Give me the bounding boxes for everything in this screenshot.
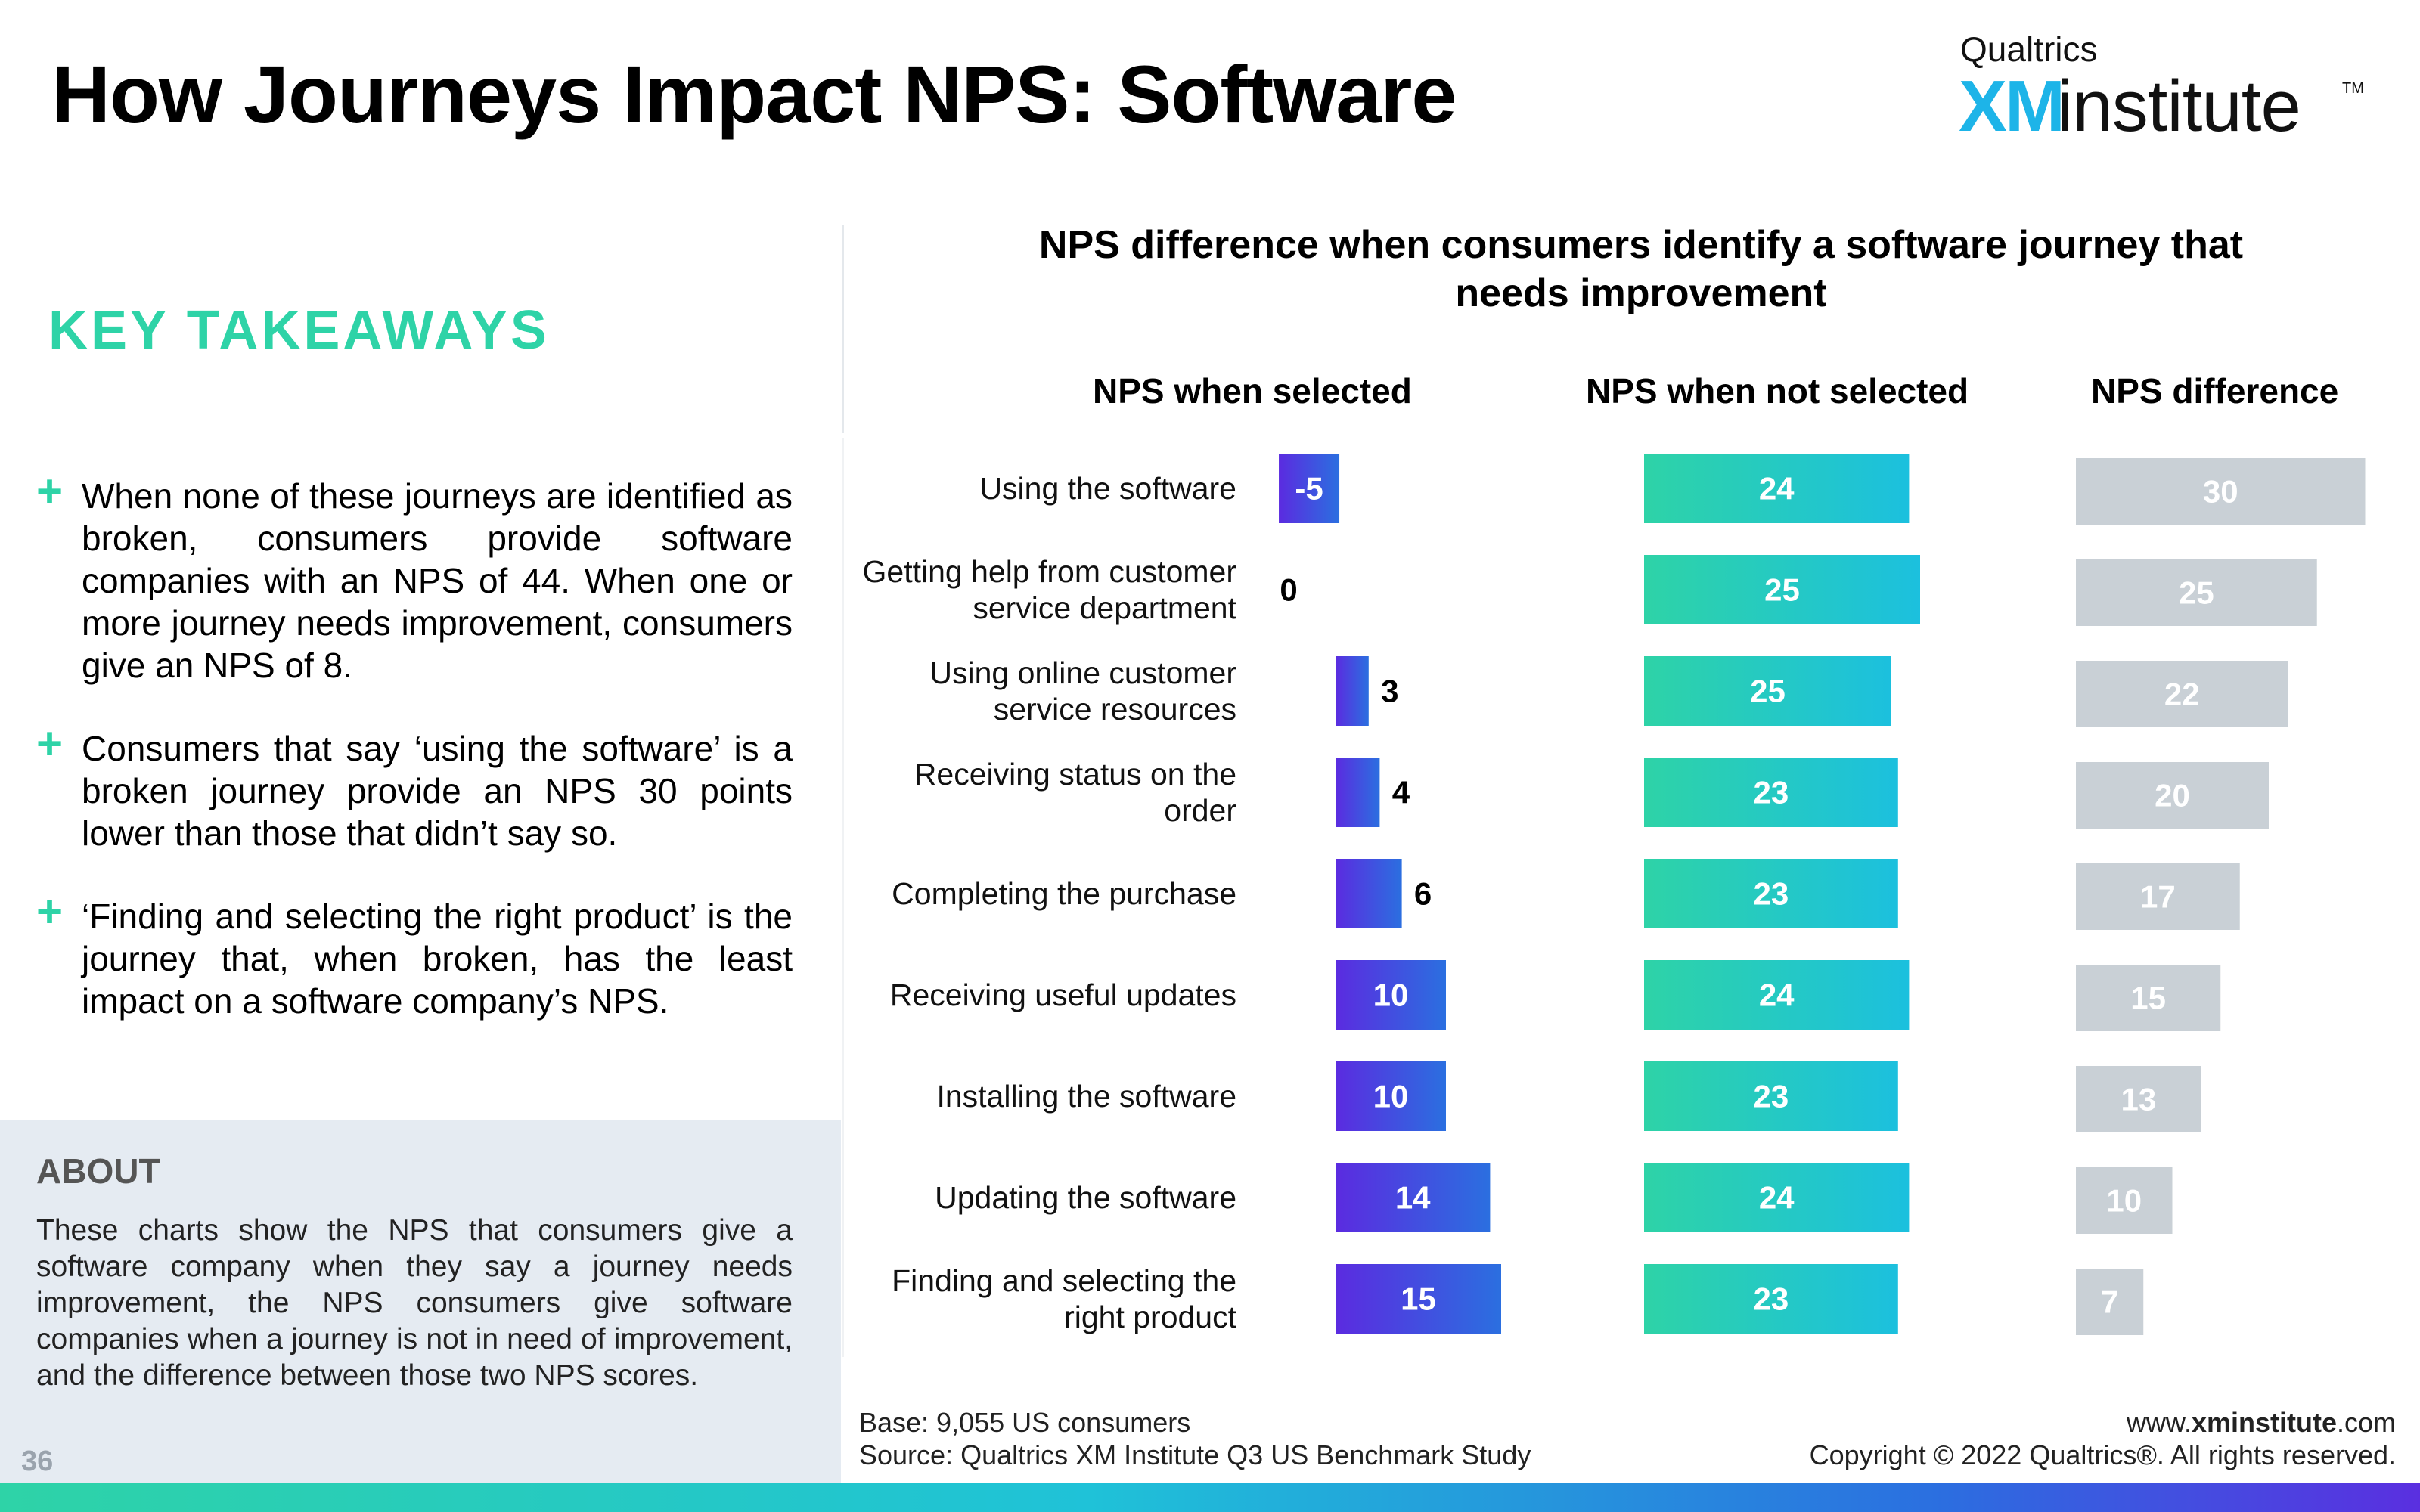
value-label-selected: 6: [1414, 876, 1432, 912]
bar-not-selected: [1644, 960, 1910, 1030]
bar-difference: [2076, 965, 2221, 1031]
value-label-difference: 30: [2203, 474, 2238, 510]
value-label-difference: 13: [2121, 1082, 2157, 1117]
page-title: How Journeys Impact NPS: Software: [51, 48, 1457, 140]
bar-selected: [1336, 758, 1380, 827]
website-link[interactable]: www.xminstitute.com: [1810, 1406, 2396, 1439]
page-number: 36: [21, 1445, 54, 1477]
about-heading: ABOUT: [36, 1151, 160, 1191]
xm-institute-logo: Qualtrics XM institute TM: [1959, 29, 2369, 147]
bar-selected: [1336, 1264, 1501, 1334]
row-label: Receiving useful updates: [889, 978, 1236, 1012]
value-label-selected: 10: [1373, 978, 1409, 1013]
footer-right: www.xminstitute.com Copyright © 2022 Qua…: [1810, 1406, 2396, 1471]
bar-difference: [2076, 1066, 2201, 1132]
chart-title: NPS difference when consumers identify a…: [1038, 223, 2244, 315]
row-label: Getting help from customer service depart…: [862, 554, 1236, 625]
value-label-selected: 4: [1392, 775, 1410, 810]
panel-divider-lower: [842, 438, 844, 1357]
value-label-difference: 17: [2140, 879, 2176, 915]
source-note: Source: Qualtrics XM Institute Q3 US Ben…: [859, 1439, 1531, 1470]
plus-icon: +: [36, 718, 64, 769]
row-label: Completing the purchase: [892, 876, 1236, 911]
bar-not-selected: [1644, 859, 1898, 928]
row-label: Using the software: [979, 471, 1236, 506]
row-label: Receiving status on the order: [914, 757, 1236, 828]
bar-not-selected: [1644, 1061, 1898, 1131]
value-label-not-selected: 24: [1759, 978, 1795, 1013]
takeaway-item: + Consumers that say ‘using the software…: [36, 721, 793, 854]
value-label-selected: 10: [1373, 1079, 1409, 1114]
value-label-not-selected: 23: [1754, 775, 1789, 810]
bar-selected: [1336, 1163, 1491, 1232]
key-takeaways-heading: KEY TAKEAWAYS: [48, 300, 550, 361]
logo-xm-text: XM: [1959, 66, 2065, 147]
takeaway-item: + When none of these journeys are identi…: [36, 469, 793, 686]
plus-icon: +: [36, 466, 64, 516]
value-label-difference: 20: [2155, 778, 2190, 813]
plus-icon: +: [36, 886, 64, 937]
value-label-selected: 0: [1280, 572, 1297, 608]
bar-not-selected: [1644, 454, 1910, 523]
row-label: Installing the software: [936, 1079, 1236, 1114]
website-prefix: www.: [2126, 1407, 2192, 1438]
bar-difference: [2076, 1269, 2144, 1335]
bar-difference: [2076, 863, 2240, 930]
bar-not-selected: [1644, 758, 1898, 827]
footer-left: Base: 9,055 US consumers Source: Qualtri…: [859, 1406, 1531, 1471]
value-label-not-selected: 25: [1750, 674, 1786, 709]
bar-selected: [1336, 859, 1402, 928]
bottom-accent-bar: [0, 1483, 2420, 1512]
takeaway-text: Consumers that say ‘using the software’ …: [82, 729, 793, 853]
logo-qualtrics-text: Qualtrics: [1960, 29, 2098, 69]
value-label-difference: 10: [2106, 1183, 2142, 1219]
bar-difference: [2076, 458, 2366, 525]
value-label-selected: 15: [1401, 1281, 1436, 1317]
value-label-selected: -5: [1295, 471, 1323, 507]
bar-not-selected: [1644, 1264, 1898, 1334]
bar-not-selected: [1644, 555, 1920, 624]
bar-difference: [2076, 1167, 2173, 1234]
value-label-not-selected: 23: [1754, 1281, 1789, 1317]
value-label-difference: 25: [2179, 575, 2214, 611]
value-label-difference: 22: [2164, 677, 2200, 712]
panel-divider: [842, 225, 844, 433]
value-label-difference: 15: [2130, 981, 2166, 1016]
base-note: Base: 9,055 US consumers: [859, 1407, 1191, 1438]
row-label: Finding and selecting the right product: [892, 1263, 1236, 1334]
value-label-selected: 14: [1395, 1180, 1431, 1216]
bar-difference: [2076, 661, 2288, 727]
row-label: Updating the software: [935, 1180, 1236, 1215]
col-header-selected: NPS when selected: [1093, 371, 1412, 411]
takeaway-text: ‘Finding and selecting the right product…: [82, 897, 793, 1021]
website-domain: xminstitute: [2191, 1407, 2337, 1438]
about-panel: [0, 1120, 841, 1483]
bar-difference: [2076, 762, 2269, 829]
value-label-not-selected: 25: [1764, 572, 1800, 608]
value-label-selected: 3: [1381, 674, 1398, 709]
bar-difference: [2076, 559, 2317, 626]
logo-institute-text: institute: [2057, 66, 2301, 147]
takeaway-text: When none of these journeys are identifi…: [82, 476, 793, 685]
row-label: Using online customer service resources: [929, 655, 1236, 727]
takeaway-item: + ‘Finding and selecting the right produ…: [36, 889, 793, 1022]
website-suffix: .com: [2336, 1407, 2396, 1438]
bar-not-selected: [1644, 656, 1891, 726]
bar-selected: [1279, 454, 1340, 523]
col-header-difference: NPS difference: [2091, 371, 2339, 411]
value-label-difference: 7: [2101, 1284, 2118, 1320]
about-text: These charts show the NPS that consumers…: [36, 1214, 793, 1392]
value-label-not-selected: 23: [1754, 876, 1789, 912]
bar-selected: [1336, 1061, 1446, 1131]
col-header-not-selected: NPS when not selected: [1586, 371, 1969, 411]
bar-not-selected: [1644, 1163, 1910, 1232]
copyright-note: Copyright © 2022 Qualtrics®. All rights …: [1809, 1439, 2396, 1470]
value-label-not-selected: 24: [1759, 1180, 1795, 1216]
logo-tm-text: TM: [2342, 80, 2364, 97]
bar-selected: [1336, 656, 1369, 726]
bar-selected: [1336, 960, 1446, 1030]
value-label-not-selected: 24: [1759, 471, 1795, 507]
value-label-not-selected: 23: [1754, 1079, 1789, 1114]
